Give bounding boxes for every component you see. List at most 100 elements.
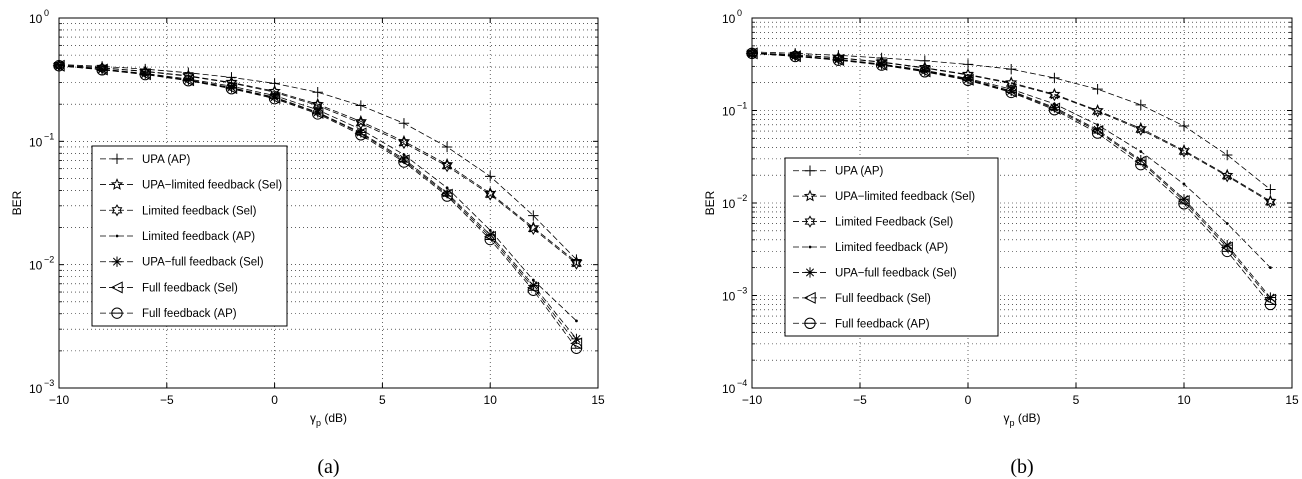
data-point	[1135, 99, 1146, 111]
data-point	[570, 342, 583, 354]
data-point	[1265, 184, 1276, 195]
y-tick-exponent: 0	[44, 8, 49, 18]
legend-label: Limited feedback (Sel)	[142, 205, 257, 217]
legend-marker	[111, 153, 123, 165]
data-point	[1178, 198, 1190, 210]
data-point	[571, 257, 582, 270]
y-tick-exponent: −4	[737, 378, 747, 388]
x-tick-label: −10	[49, 393, 70, 407]
y-axis-label: BER	[703, 190, 717, 215]
data-point	[1264, 298, 1277, 311]
data-point	[53, 60, 65, 72]
data-point	[484, 186, 497, 199]
x-tick-label: 5	[379, 393, 386, 407]
data-point	[527, 284, 540, 296]
y-tick-label: 10	[29, 135, 43, 149]
data-point	[441, 190, 453, 202]
data-point	[575, 319, 578, 323]
data-point	[919, 55, 930, 66]
data-point	[398, 156, 410, 168]
data-point	[445, 186, 449, 190]
legend-marker	[115, 234, 119, 238]
data-point	[1264, 293, 1277, 306]
legend-label: Limited feedback (AP)	[835, 242, 948, 254]
data-point	[355, 129, 367, 141]
legend-label: Limited Feedback (Sel)	[835, 217, 953, 229]
y-tick-exponent: −2	[737, 193, 747, 203]
y-tick-label: 10	[29, 12, 43, 26]
legend-marker	[111, 256, 123, 267]
data-point	[1005, 86, 1017, 99]
data-point	[312, 87, 323, 98]
y-axis-label: BER	[10, 190, 24, 215]
legend-marker	[110, 281, 123, 294]
legend-marker	[110, 178, 124, 190]
data-point	[1225, 222, 1229, 225]
x-tick-label: −5	[160, 393, 174, 407]
legend-label: Full feedback (Sel)	[835, 293, 931, 305]
panel-caption: (a)	[317, 456, 339, 478]
data-point	[1139, 150, 1143, 153]
data-point	[312, 107, 323, 118]
y-tick-label: 10	[722, 290, 736, 304]
data-point	[355, 100, 367, 111]
data-point	[528, 210, 539, 221]
data-point	[440, 157, 454, 170]
data-point	[139, 68, 151, 81]
data-point	[398, 118, 410, 129]
y-tick-exponent: −3	[737, 286, 747, 296]
data-point	[1135, 155, 1146, 166]
data-point	[485, 171, 496, 182]
x-tick-label: 0	[271, 393, 278, 407]
data-point	[1178, 145, 1190, 158]
y-tick-exponent: −1	[44, 131, 54, 141]
y-tick-exponent: −2	[44, 255, 54, 265]
legend-label: Full feedback (AP)	[835, 318, 930, 330]
data-point	[226, 82, 237, 93]
data-point	[96, 64, 108, 76]
data-point	[919, 66, 931, 78]
y-tick-label: 10	[29, 259, 43, 273]
data-point	[1092, 105, 1103, 118]
legend-label: Full feedback (AP)	[142, 308, 237, 320]
data-point	[269, 91, 280, 103]
data-point	[789, 50, 801, 63]
data-point	[268, 92, 281, 105]
data-point	[1178, 193, 1190, 205]
data-point	[1265, 196, 1276, 209]
data-point	[397, 134, 411, 147]
data-point	[312, 108, 324, 120]
legend-marker	[111, 204, 123, 217]
legend-label: Limited feedback (AP)	[142, 231, 255, 243]
data-point	[1049, 88, 1060, 102]
data-point	[354, 114, 368, 127]
plot-area-frame	[58, 17, 599, 389]
data-point	[962, 73, 974, 85]
y-tick-label: 10	[722, 382, 736, 396]
data-point	[1006, 63, 1017, 75]
legend-marker	[803, 189, 817, 202]
x-tick-label: 15	[591, 393, 605, 407]
data-point	[962, 59, 974, 70]
y-tick-exponent: −1	[737, 101, 747, 111]
legend-marker	[804, 317, 816, 329]
x-tick-label: 0	[965, 393, 972, 407]
legend-label: UPA−limited feedback (Sel)	[835, 191, 975, 203]
data-point	[1049, 102, 1060, 113]
data-point	[1091, 127, 1104, 139]
x-tick-label: 5	[1073, 393, 1080, 407]
y-tick-exponent: 0	[737, 8, 742, 18]
legend-marker	[111, 307, 123, 319]
legend-marker	[804, 165, 816, 176]
legend-label: UPA−limited feedback (Sel)	[142, 180, 282, 192]
data-point	[1049, 72, 1060, 84]
data-point	[1135, 123, 1147, 136]
legend: UPA (AP) UPA−limited feedback (Sel) Limite…	[91, 145, 288, 327]
series-circle	[746, 47, 1277, 311]
data-point	[1269, 266, 1272, 270]
data-point	[441, 187, 453, 199]
y-tick-label: 10	[722, 197, 736, 211]
